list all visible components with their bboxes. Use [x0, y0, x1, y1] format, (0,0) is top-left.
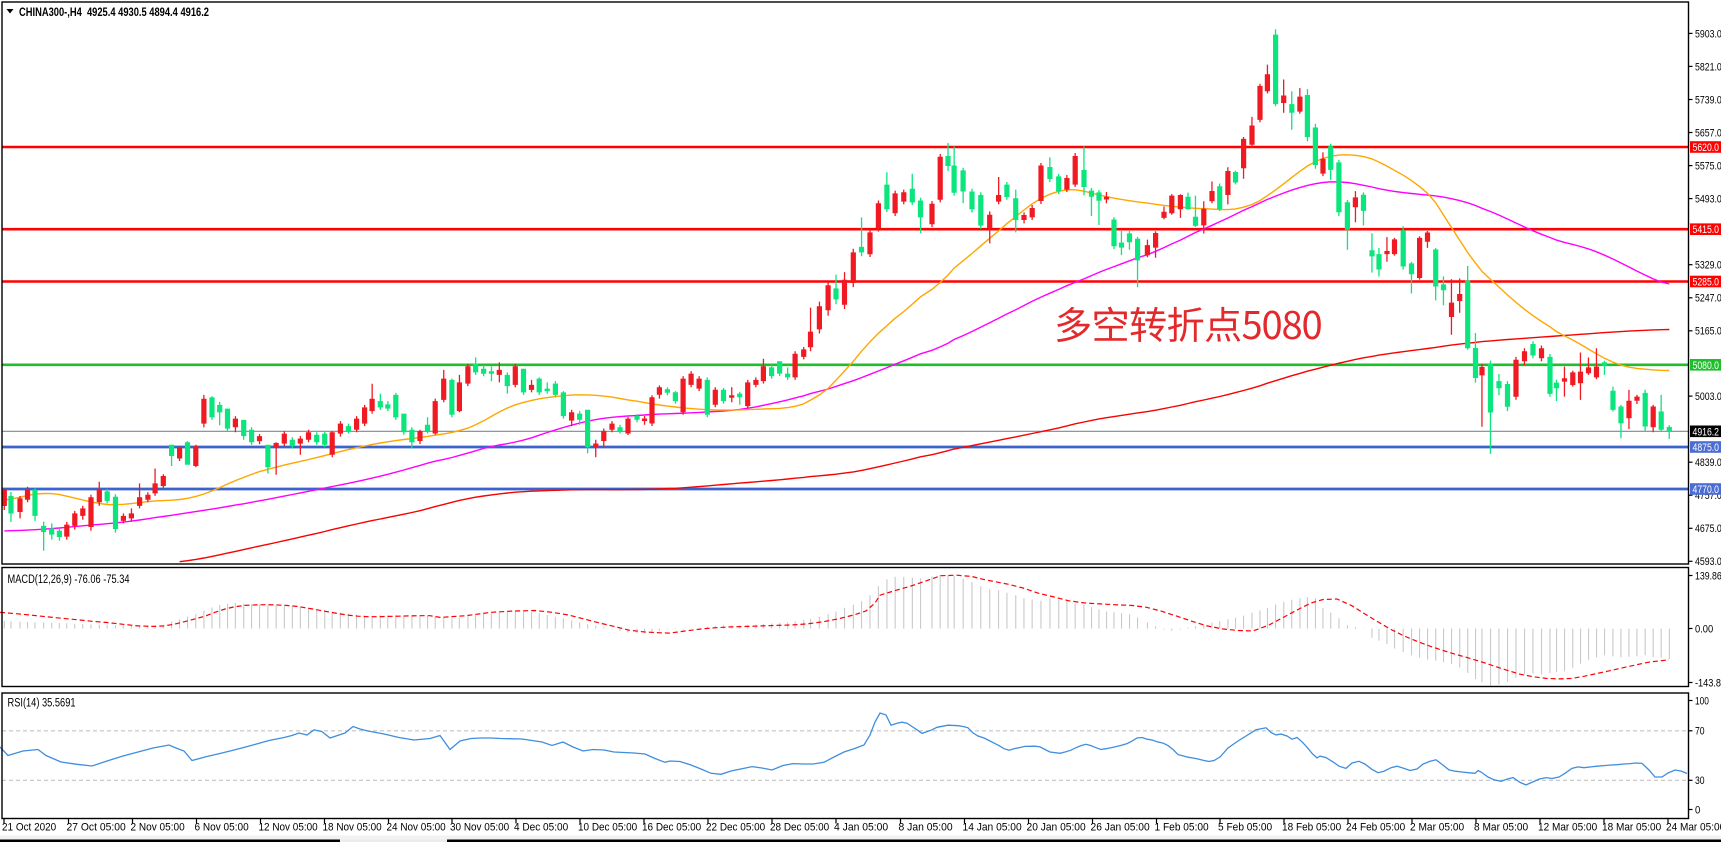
svg-text:4 Dec 05:00: 4 Dec 05:00	[514, 822, 568, 834]
svg-text:4770.0: 4770.0	[1693, 484, 1720, 496]
svg-text:10 Dec 05:00: 10 Dec 05:00	[578, 822, 637, 834]
svg-text:28 Dec 05:00: 28 Dec 05:00	[770, 822, 829, 834]
svg-text:24 Nov 05:00: 24 Nov 05:00	[387, 822, 446, 834]
svg-text:4675.0: 4675.0	[1695, 523, 1721, 535]
svg-text:5903.0: 5903.0	[1695, 28, 1721, 40]
svg-text:16 Dec 05:00: 16 Dec 05:00	[642, 822, 701, 834]
svg-text:5165.0: 5165.0	[1695, 326, 1721, 338]
svg-text:21 Oct 2020: 21 Oct 2020	[2, 822, 56, 834]
svg-text:6 Nov 05:00: 6 Nov 05:00	[195, 822, 249, 834]
svg-text:RSI(14) 35.5691: RSI(14) 35.5691	[8, 698, 76, 710]
svg-text:30: 30	[1695, 775, 1705, 787]
svg-text:12 Mar 05:00: 12 Mar 05:00	[1538, 822, 1597, 834]
svg-text:5657.0: 5657.0	[1695, 127, 1721, 139]
svg-text:5 Feb 05:00: 5 Feb 05:00	[1218, 822, 1272, 834]
svg-text:20 Jan 05:00: 20 Jan 05:00	[1027, 822, 1086, 834]
svg-text:139.86: 139.86	[1695, 570, 1721, 582]
svg-text:5285.0: 5285.0	[1693, 277, 1720, 289]
svg-text:5003.0: 5003.0	[1695, 391, 1721, 403]
svg-text:5739.0: 5739.0	[1695, 94, 1721, 106]
svg-text:4593.0: 4593.0	[1695, 556, 1721, 568]
svg-text:0.00: 0.00	[1695, 623, 1713, 635]
svg-text:5247.0: 5247.0	[1695, 293, 1721, 305]
svg-text:24 Mar 05:00: 24 Mar 05:00	[1666, 822, 1721, 834]
svg-text:100: 100	[1695, 695, 1709, 707]
svg-text:8 Jan 05:00: 8 Jan 05:00	[899, 822, 953, 834]
svg-text:24 Feb 05:00: 24 Feb 05:00	[1346, 822, 1405, 834]
svg-text:70: 70	[1695, 726, 1705, 738]
svg-text:18 Nov 05:00: 18 Nov 05:00	[323, 822, 382, 834]
svg-text:0: 0	[1695, 804, 1700, 816]
svg-text:5575.0: 5575.0	[1695, 161, 1721, 173]
svg-text:5821.0: 5821.0	[1695, 61, 1721, 73]
svg-text:4916.2: 4916.2	[1693, 426, 1720, 438]
svg-text:4875.0: 4875.0	[1693, 442, 1720, 454]
svg-text:8 Mar 05:00: 8 Mar 05:00	[1474, 822, 1528, 834]
svg-text:30 Nov 05:00: 30 Nov 05:00	[450, 822, 509, 834]
svg-text:18 Mar 05:00: 18 Mar 05:00	[1602, 822, 1661, 834]
svg-text:2 Nov 05:00: 2 Nov 05:00	[131, 822, 185, 834]
svg-text:5080.0: 5080.0	[1693, 360, 1720, 372]
svg-text:4839.0: 4839.0	[1695, 457, 1721, 469]
svg-text:12 Nov 05:00: 12 Nov 05:00	[259, 822, 318, 834]
svg-text:CHINA300-,H4 4925.4 4930.5 48: CHINA300-,H4 4925.4 4930.5 4894.4 4916.2	[19, 7, 209, 19]
svg-text:1 Feb 05:00: 1 Feb 05:00	[1155, 822, 1209, 834]
svg-text:-143.82: -143.82	[1695, 677, 1721, 689]
svg-text:5620.0: 5620.0	[1693, 142, 1720, 154]
svg-text:27 Oct 05:00: 27 Oct 05:00	[67, 822, 126, 834]
svg-text:14 Jan 05:00: 14 Jan 05:00	[963, 822, 1022, 834]
svg-text:MACD(12,26,9) -76.06 -75.34: MACD(12,26,9) -76.06 -75.34	[8, 574, 130, 586]
svg-text:4 Jan 05:00: 4 Jan 05:00	[834, 822, 888, 834]
svg-text:2 Mar 05:00: 2 Mar 05:00	[1410, 822, 1464, 834]
svg-text:5329.0: 5329.0	[1695, 260, 1721, 272]
svg-text:5493.0: 5493.0	[1695, 194, 1721, 206]
svg-text:22 Dec 05:00: 22 Dec 05:00	[706, 822, 765, 834]
svg-text:5415.0: 5415.0	[1693, 224, 1720, 236]
svg-text:18 Feb 05:00: 18 Feb 05:00	[1282, 822, 1341, 834]
svg-text:26 Jan 05:00: 26 Jan 05:00	[1091, 822, 1150, 834]
